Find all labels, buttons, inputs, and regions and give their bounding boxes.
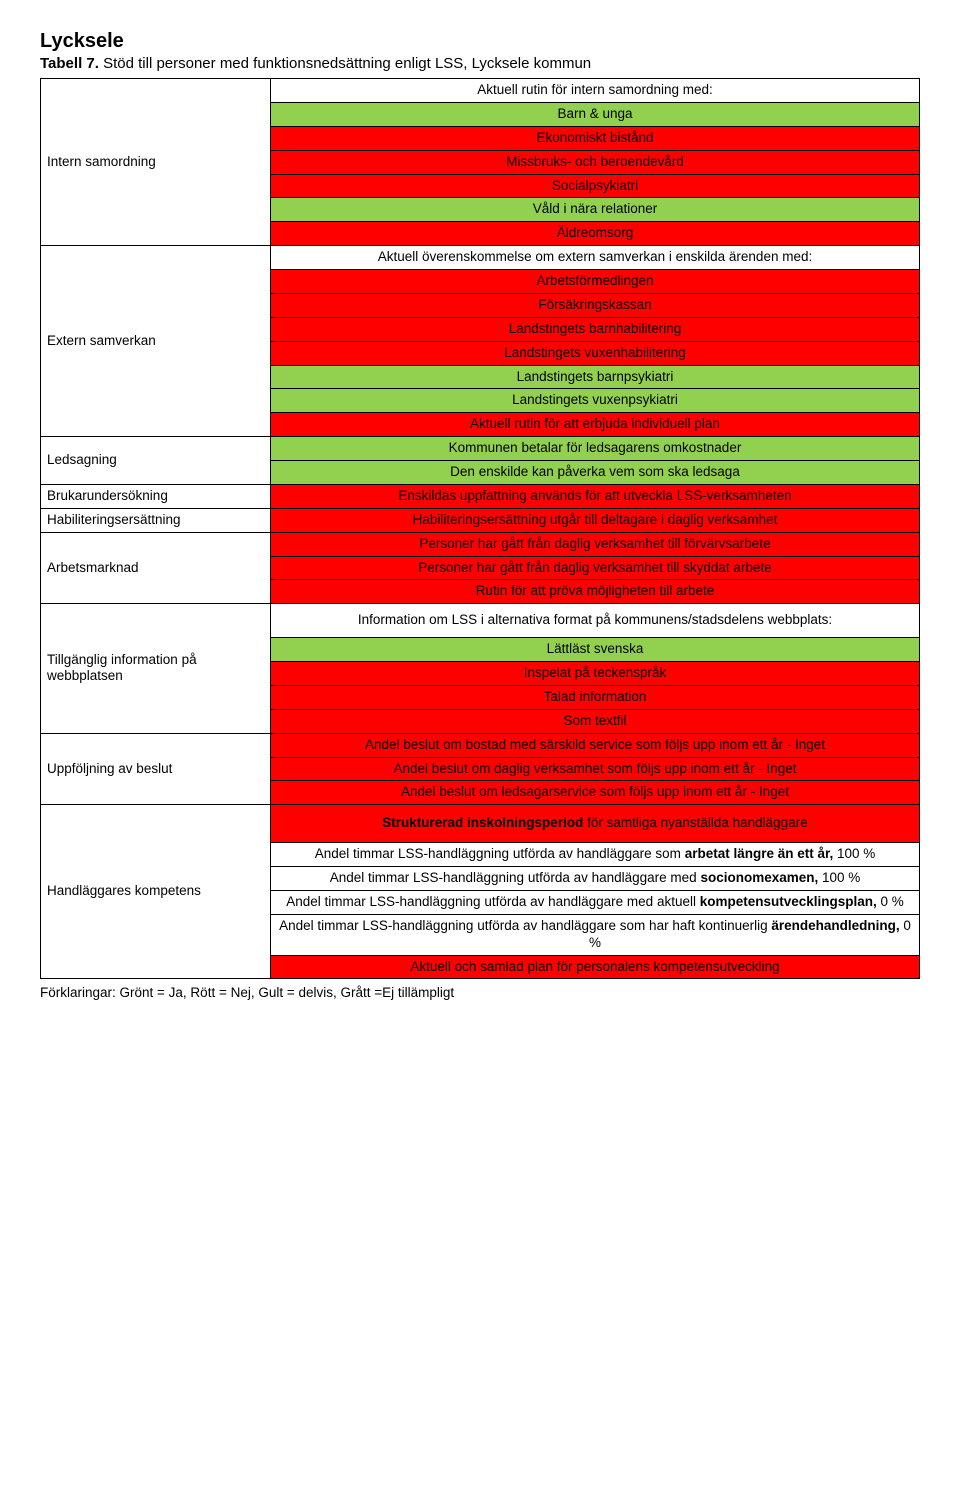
arbetsmarknad-item: Personer har gått från daglig verksamhet…	[271, 532, 920, 556]
tillg-item: Inspelat på teckenspråk	[271, 662, 920, 686]
extern-header: Aktuell överenskommelse om extern samver…	[271, 246, 920, 270]
hand-bold: kompetensutvecklingsplan,	[700, 894, 877, 909]
caption-rest: Stöd till personer med funktionsnedsättn…	[99, 55, 591, 72]
row-label-ledsagning: Ledsagning	[41, 437, 271, 485]
hand-bold: arbetat längre än ett år,	[685, 846, 834, 861]
hand-item: Andel timmar LSS-handläggning utförda av…	[271, 890, 920, 914]
uppf-item: Andel beslut om daglig verksamhet som fö…	[271, 757, 920, 781]
brukar-item: Enskildas uppfattning används för att ut…	[271, 484, 920, 508]
hand-bold: socionomexamen,	[700, 870, 818, 885]
hand-bold: ärendehandledning,	[771, 918, 899, 933]
extern-item: Arbetsförmedlingen	[271, 270, 920, 294]
extern-item: Aktuell rutin för att erbjuda individuel…	[271, 413, 920, 437]
extern-item: Landstingets vuxenpsykiatri	[271, 389, 920, 413]
intern-header: Aktuell rutin för intern samordning med:	[271, 79, 920, 103]
hand-text: 100 %	[833, 846, 875, 861]
intern-item: Socialpsykiatri	[271, 174, 920, 198]
hand-text: Andel timmar LSS-handläggning utförda av…	[330, 870, 701, 885]
intern-item: Missbruks- och beroendevård	[271, 150, 920, 174]
hand-item: Andel timmar LSS-handläggning utförda av…	[271, 914, 920, 955]
page-title: Lycksele	[40, 30, 920, 53]
row-label-uppfoljning: Uppföljning av beslut	[41, 733, 271, 805]
uppf-item: Andel beslut om bostad med särskild serv…	[271, 733, 920, 757]
row-label-habers: Habiliteringsersättning	[41, 508, 271, 532]
table-caption: Tabell 7. Stöd till personer med funktio…	[40, 55, 920, 72]
arbetsmarknad-item: Rutin för att pröva möjligheten till arb…	[271, 580, 920, 604]
extern-item: Landstingets barnhabilitering	[271, 317, 920, 341]
tillg-item: Lättläst svenska	[271, 638, 920, 662]
hand-text: 100 %	[818, 870, 860, 885]
row-label-arbetsmarknad: Arbetsmarknad	[41, 532, 271, 604]
hand-text: Andel timmar LSS-handläggning utförda av…	[315, 846, 685, 861]
row-label-handlaggare: Handläggares kompetens	[41, 805, 271, 979]
hand-text: Andel timmar LSS-handläggning utförda av…	[286, 894, 700, 909]
extern-item: Landstingets barnpsykiatri	[271, 365, 920, 389]
tillg-header: Information om LSS i alternativa format …	[271, 604, 920, 638]
intern-item: Våld i nära relationer	[271, 198, 920, 222]
habers-item: Habiliteringsersättning utgår till delta…	[271, 508, 920, 532]
hand-item: Andel timmar LSS-handläggning utförda av…	[271, 843, 920, 867]
ledsagning-item: Den enskilde kan påverka vem som ska led…	[271, 461, 920, 485]
hand-struktur: Strukturerad inskolningsperiod för samtl…	[271, 805, 920, 843]
row-label-intern: Intern samordning	[41, 79, 271, 246]
row-label-brukar: Brukarundersökning	[41, 484, 271, 508]
intern-item: Äldreomsorg	[271, 222, 920, 246]
uppf-item: Andel beslut om ledsagarservice som följ…	[271, 781, 920, 805]
ledsagning-item: Kommunen betalar för ledsagarens omkostn…	[271, 437, 920, 461]
extern-item: Landstingets vuxenhabilitering	[271, 341, 920, 365]
row-label-extern: Extern samverkan	[41, 246, 271, 437]
hand-plan: Aktuell och samlad plan för personalens …	[271, 955, 920, 979]
arbetsmarknad-item: Personer har gått från daglig verksamhet…	[271, 556, 920, 580]
hand-item: Andel timmar LSS-handläggning utförda av…	[271, 867, 920, 891]
row-label-tillganglig: Tillgänglig information på webbplatsen	[41, 604, 271, 733]
footnote: Förklaringar: Grönt = Ja, Rött = Nej, Gu…	[40, 985, 920, 1000]
hand-struktur-prefix: Strukturerad inskolningsperiod	[382, 815, 583, 830]
intern-item: Barn & unga	[271, 102, 920, 126]
intern-item: Ekonomiskt bistånd	[271, 126, 920, 150]
lss-table: Intern samordning Aktuell rutin för inte…	[40, 78, 920, 979]
tillg-item: Som textfil	[271, 709, 920, 733]
tillg-item: Talad information	[271, 685, 920, 709]
extern-item: Försäkringskassan	[271, 293, 920, 317]
hand-struktur-rest: för samtliga nyanställda handläggare	[583, 815, 807, 830]
hand-text: 0 %	[877, 894, 904, 909]
hand-text: Andel timmar LSS-handläggning utförda av…	[279, 918, 771, 933]
caption-prefix: Tabell 7.	[40, 55, 99, 72]
